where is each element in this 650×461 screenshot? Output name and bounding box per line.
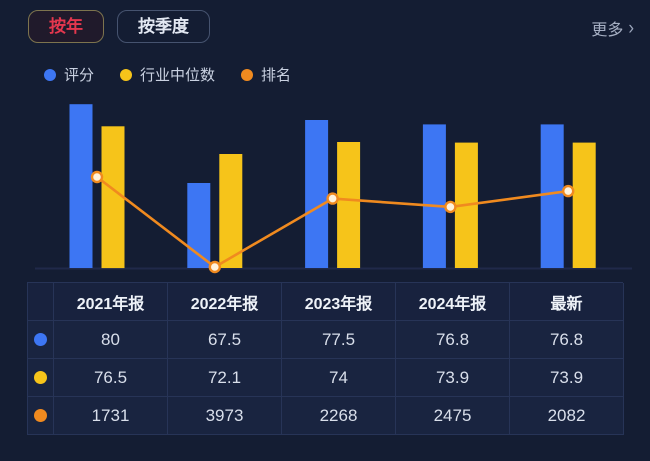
legend-label: 行业中位数	[140, 67, 216, 84]
table-cell: 74	[282, 359, 396, 397]
chart	[35, 104, 632, 274]
table-header-cell: 最新	[510, 283, 624, 321]
bar-评分-2021年报	[69, 104, 93, 268]
table-cell: 73.9	[510, 359, 624, 397]
bar-评分-最新	[540, 124, 564, 269]
series-dot-cell	[28, 397, 54, 435]
table-header-cell: 2022年报	[168, 283, 282, 321]
more-link[interactable]: 更多 ›	[591, 16, 634, 40]
tab-by-quarter[interactable]: 按季度	[117, 10, 210, 43]
table-cell: 3973	[168, 397, 282, 435]
legend-item-rank: 排名	[241, 64, 291, 85]
table-cell: 76.8	[396, 321, 510, 359]
bar-评分-2024年报	[422, 124, 446, 269]
table-cell: 76.5	[54, 359, 168, 397]
bar-行业中位数-2023年报	[337, 142, 361, 268]
chart-legend: 评分 行业中位数 排名	[44, 64, 291, 85]
series-dot-icon	[34, 409, 47, 422]
table-cell: 76.8	[510, 321, 624, 359]
legend-label: 评分	[64, 67, 95, 84]
legend-label: 排名	[261, 67, 292, 84]
table-cell: 73.9	[396, 359, 510, 397]
table-cell: 2082	[510, 397, 624, 435]
rank-marker-2021年报	[90, 170, 104, 184]
legend-dot-icon	[44, 68, 56, 81]
rank-marker-2024年报	[444, 200, 457, 214]
series-dot-cell	[28, 321, 54, 359]
table-cell: 2268	[282, 397, 396, 435]
rank-marker-2023年报	[326, 192, 339, 205]
legend-dot-icon	[120, 68, 133, 81]
bar-行业中位数-2022年报	[219, 154, 243, 268]
series-dot-icon	[34, 333, 47, 346]
table-cell: 67.5	[168, 321, 282, 359]
series-dot-cell	[28, 359, 54, 397]
tab-by-year[interactable]: 按年	[28, 10, 104, 43]
table-header-cell: 2024年报	[396, 283, 510, 321]
rank-marker-2022年报	[208, 260, 222, 274]
table-cell: 80	[54, 321, 168, 359]
period-tab-bar: 按年 按季度	[28, 10, 210, 43]
table-cell: 77.5	[282, 321, 396, 359]
more-label: 更多	[591, 22, 624, 39]
legend-item-industry-median: 行业中位数	[120, 64, 215, 85]
bar-评分-2022年报	[187, 183, 211, 268]
table-cell: 2475	[396, 397, 510, 435]
table-header-cell: 2021年报	[54, 283, 168, 321]
table-corner-cell	[28, 283, 54, 321]
series-dot-icon	[34, 371, 47, 384]
chart-baseline	[35, 267, 632, 270]
table-cell: 1731	[54, 397, 168, 435]
legend-item-score: 评分	[44, 64, 94, 85]
rank-marker-最新	[562, 184, 575, 198]
bar-行业中位数-2021年报	[101, 126, 125, 269]
data-table: 2021年报 2022年报 2023年报 2024年报 最新 80 67.5 77.5 76.8…	[27, 282, 624, 435]
table-header-cell: 2023年报	[282, 283, 396, 321]
legend-dot-icon	[241, 68, 254, 81]
bar-行业中位数-最新	[572, 142, 596, 268]
table-cell: 72.1	[168, 359, 282, 397]
chevron-right-icon: ›	[628, 16, 634, 39]
bar-评分-2023年报	[305, 120, 329, 268]
rank-line	[95, 175, 570, 269]
